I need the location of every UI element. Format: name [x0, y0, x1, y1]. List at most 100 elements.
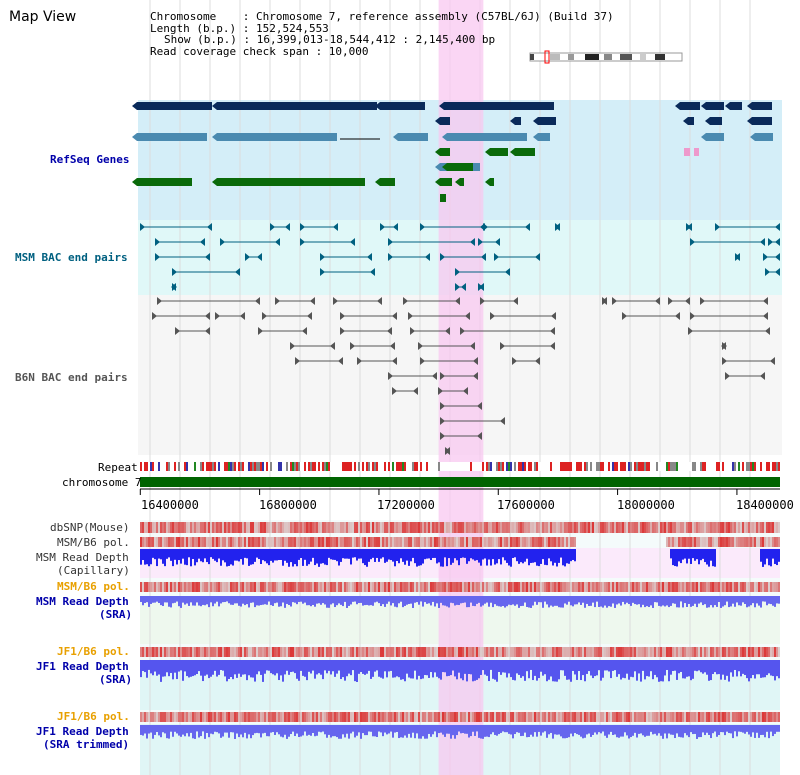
- depth-bar: [358, 549, 360, 559]
- b6n-bac-end: [258, 327, 263, 335]
- depth-bar: [380, 725, 382, 733]
- pol-cell: [372, 537, 374, 547]
- pol-cell: [672, 582, 674, 592]
- repeat-block: [524, 462, 526, 471]
- track-label-b6n-bac[interactable]: B6N BAC end pairs: [15, 371, 128, 384]
- repeat-block: [230, 462, 232, 471]
- pol-cell: [308, 647, 310, 657]
- pol-cell: [688, 522, 690, 533]
- depth-bar: [188, 549, 190, 558]
- pol-cell: [516, 522, 518, 533]
- pol-cell: [194, 647, 196, 657]
- jf1-read-depth-sra: [140, 660, 780, 682]
- depth-bar: [456, 596, 458, 605]
- pol-cell: [176, 582, 178, 592]
- track-label-jf1-read-sra[interactable]: JF1 Read Depth: [36, 660, 129, 673]
- depth-bar: [550, 549, 552, 562]
- pol-cell: [456, 582, 458, 592]
- depth-bar: [510, 660, 512, 678]
- repeat-block: [140, 462, 142, 471]
- track-label-msm-read-capillary[interactable]: MSM Read Depth: [36, 551, 129, 564]
- depth-bar: [232, 549, 234, 566]
- depth-bar: [420, 660, 422, 680]
- pol-cell: [608, 647, 610, 657]
- pol-cell: [358, 712, 360, 722]
- track-label-msm-read-sra[interactable]: MSM Read Depth: [36, 595, 129, 608]
- b6n-bac-end: [477, 432, 482, 440]
- repeat-block: [150, 462, 152, 471]
- b6n-bac-end: [622, 312, 627, 320]
- pol-cell: [280, 522, 282, 533]
- gene-strand-arrow: [750, 133, 755, 141]
- repeat-block: [290, 462, 292, 471]
- pol-cell: [386, 537, 388, 547]
- pol-cell: [410, 712, 412, 722]
- gene-strand-arrow: [132, 133, 137, 141]
- depth-bar: [182, 596, 184, 603]
- depth-bar: [222, 725, 224, 737]
- depth-bar: [570, 725, 572, 734]
- depth-bar: [488, 549, 490, 560]
- pol-cell: [588, 712, 590, 722]
- repeat-block: [224, 462, 226, 471]
- pol-cell: [712, 582, 714, 592]
- b6n-bac-end: [500, 417, 505, 425]
- repeat-block: [502, 462, 504, 471]
- depth-bar: [222, 596, 224, 603]
- pol-cell: [310, 537, 312, 547]
- depth-bar: [196, 549, 198, 563]
- depth-bar: [264, 549, 266, 562]
- depth-bar: [584, 725, 586, 738]
- depth-bar: [670, 660, 672, 675]
- depth-bar: [424, 549, 426, 560]
- track-label-repeat[interactable]: Repeat: [98, 461, 138, 474]
- depth-bar: [688, 549, 690, 559]
- track-label-msm-b6-pol-1[interactable]: MSM/B6 pol.: [57, 536, 130, 549]
- pol-cell: [686, 582, 688, 592]
- b6n-bac-end: [408, 312, 413, 320]
- pol-cell: [238, 712, 240, 722]
- track-label-msm-bac[interactable]: MSM BAC end pairs: [15, 251, 128, 264]
- pol-cell: [230, 712, 232, 722]
- pol-cell: [666, 647, 668, 657]
- pol-cell: [568, 582, 570, 592]
- track-label-jf1-read-trimmed[interactable]: JF1 Read Depth: [36, 725, 129, 738]
- depth-bar: [428, 549, 430, 559]
- depth-bar: [506, 725, 508, 733]
- track-label-refseq[interactable]: RefSeq Genes: [50, 153, 130, 166]
- pol-cell: [546, 537, 548, 547]
- depth-bar: [396, 660, 398, 677]
- pol-cell: [406, 647, 408, 657]
- pol-cell: [272, 712, 274, 722]
- pol-cell: [168, 537, 170, 547]
- depth-bar: [214, 660, 216, 671]
- repeat-block: [262, 462, 264, 471]
- depth-bar: [656, 660, 658, 678]
- pol-cell: [712, 537, 714, 547]
- depth-bar: [276, 596, 278, 603]
- depth-bar: [674, 660, 676, 671]
- pol-cell: [450, 537, 452, 547]
- depth-bar: [596, 725, 598, 735]
- pol-cell: [418, 647, 420, 657]
- depth-bar: [734, 660, 736, 670]
- pol-cell: [630, 647, 632, 657]
- depth-bar: [270, 596, 272, 606]
- track-label-jf1-b6-pol-2[interactable]: JF1/B6 pol.: [57, 710, 130, 723]
- pol-cell: [766, 582, 768, 592]
- depth-bar: [286, 596, 288, 604]
- repeat-block: [498, 462, 500, 471]
- repeat-block: [760, 462, 762, 471]
- ideogram-band: [655, 54, 665, 60]
- track-label-msm-b6-pol-2[interactable]: MSM/B6 pol.: [57, 580, 130, 593]
- track-label-dbsnp[interactable]: dbSNP(Mouse): [50, 521, 130, 534]
- repeat-block: [732, 462, 734, 471]
- depth-bar: [550, 725, 552, 733]
- pol-cell: [520, 712, 522, 722]
- depth-bar: [308, 549, 310, 565]
- pol-cell: [220, 647, 222, 657]
- pol-cell: [454, 522, 456, 533]
- pol-cell: [370, 647, 372, 657]
- depth-bar: [508, 596, 510, 605]
- track-label-jf1-b6-pol-1[interactable]: JF1/B6 pol.: [57, 645, 130, 658]
